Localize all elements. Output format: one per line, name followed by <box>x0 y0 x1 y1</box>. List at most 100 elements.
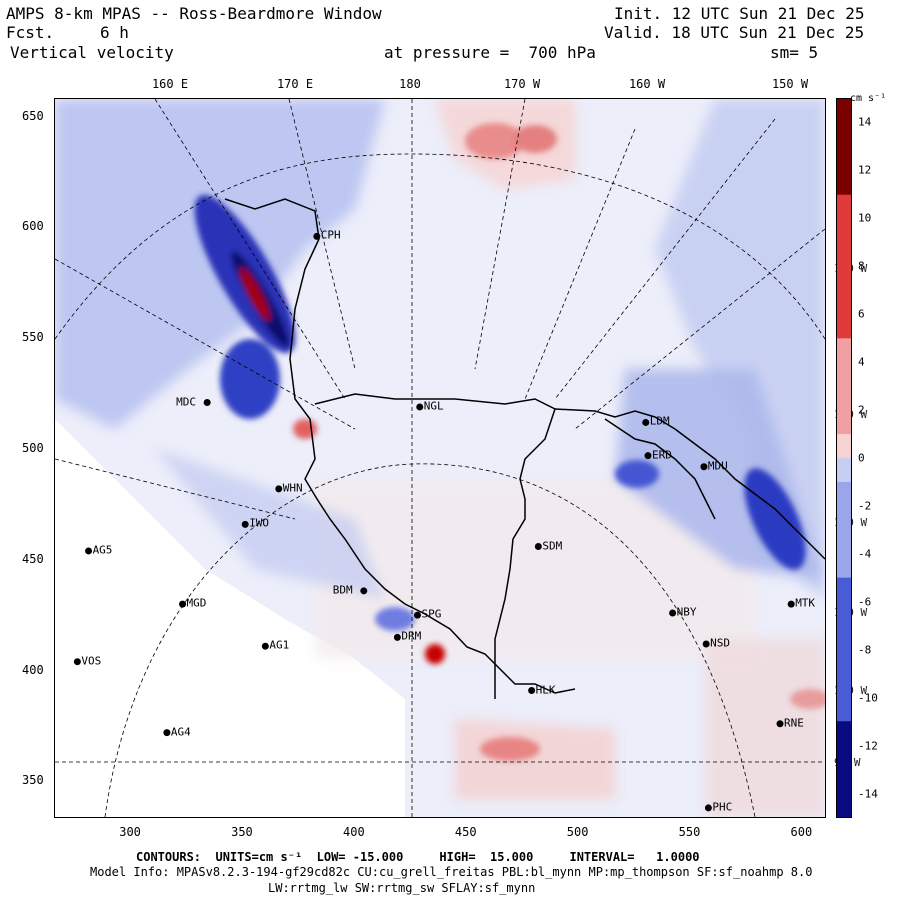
station-dot[interactable] <box>700 463 708 471</box>
station-dot[interactable] <box>203 399 211 407</box>
colorbar-segment <box>837 601 851 627</box>
map-plot[interactable] <box>54 98 826 818</box>
colorbar-segment <box>837 697 851 722</box>
intense-cores <box>194 123 825 761</box>
colorbar-scale <box>837 99 851 817</box>
station-dot[interactable] <box>241 520 249 528</box>
longitude-tick: 170 W <box>503 77 541 91</box>
colorbar-segment <box>837 458 851 483</box>
colorbar <box>836 98 852 818</box>
colorbar-segment <box>837 769 851 794</box>
y-tick: 450 <box>22 551 44 566</box>
station-dot[interactable] <box>776 720 784 728</box>
colorbar-tick: 14 <box>858 115 872 129</box>
station-dot[interactable] <box>261 642 269 650</box>
vertical-velocity-field <box>55 99 825 817</box>
station-label: MDU <box>707 459 728 473</box>
station-dot[interactable] <box>669 609 677 617</box>
colorbar-segment <box>837 529 851 555</box>
station-label: HLK <box>535 683 556 696</box>
x-tick: 600 <box>790 825 813 839</box>
y-tick: 600 <box>22 219 44 234</box>
coastlines <box>224 198 825 699</box>
station-dot[interactable] <box>275 485 283 493</box>
station-dot[interactable] <box>393 633 401 641</box>
station-dot[interactable] <box>787 600 795 608</box>
station-dot[interactable] <box>528 687 536 695</box>
station-label: SPG <box>421 607 442 621</box>
field-name: Vertical velocity <box>10 43 174 62</box>
station-label: ERD <box>651 448 672 462</box>
station-label: BDM <box>332 583 353 597</box>
station-label: NBY <box>676 605 697 619</box>
station-label: MDC <box>176 395 197 408</box>
station-label: MTK <box>795 596 816 610</box>
colorbar-segment <box>837 362 851 387</box>
station-label: LDM <box>649 414 670 428</box>
colorbar-tick: 2 <box>858 403 865 417</box>
x-tick: 550 <box>678 825 701 839</box>
colorbar-segment <box>837 481 851 507</box>
colorbar-segment <box>837 146 851 172</box>
pressure-level: at pressure = 700 hPa <box>384 43 596 62</box>
init-time: Init. 12 UTC Sun 21 Dec 25 <box>614 4 865 23</box>
station-dot[interactable] <box>702 640 710 648</box>
station-dot[interactable] <box>704 804 712 812</box>
x-tick: 450 <box>454 825 477 839</box>
colorbar-segment <box>837 745 851 770</box>
longitude-tick: 150 W <box>771 77 809 91</box>
colorbar-tick: -2 <box>858 499 872 513</box>
colorbar-segment <box>837 218 851 244</box>
physics-info: LW:rrtmg_lw SW:rrtmg_sw SFLAY:sf_mynn <box>268 881 536 895</box>
y-tick: 650 <box>22 108 44 123</box>
station-dot[interactable] <box>85 547 93 555</box>
colorbar-segment <box>837 386 851 411</box>
y-tick: 350 <box>22 773 44 788</box>
station-dot[interactable] <box>414 611 422 619</box>
station-label: AG1 <box>269 638 290 652</box>
station-dot[interactable] <box>73 658 81 666</box>
station-label: SDM <box>542 539 563 552</box>
colorbar-tick: 8 <box>858 259 865 273</box>
x-tick: 400 <box>343 825 365 839</box>
graticule <box>55 99 825 817</box>
x-tick: 350 <box>231 825 253 839</box>
station-dot[interactable] <box>534 543 542 551</box>
station-markers <box>73 232 795 812</box>
y-tick: 400 <box>22 662 44 677</box>
colorbar-segment <box>837 793 851 817</box>
station-label: NSD <box>710 636 731 650</box>
forecast-label: Fcst. <box>6 23 55 42</box>
colorbar-tick: 12 <box>858 163 872 177</box>
station-dot[interactable] <box>642 418 650 426</box>
station-dot[interactable] <box>163 729 171 737</box>
station-dot[interactable] <box>360 587 368 595</box>
x-tick: 500 <box>566 825 589 839</box>
station-dot[interactable] <box>416 403 424 411</box>
model-info: Model Info: MPASv8.2.3-194-gf29cd82c CU:… <box>90 865 813 879</box>
colorbar-segment <box>837 338 851 363</box>
colorbar-segment <box>837 649 851 674</box>
colorbar-segment <box>837 673 851 698</box>
colorbar-segment <box>837 122 851 148</box>
colorbar-segment <box>837 434 851 459</box>
model-title: AMPS 8-km MPAS -- Ross-Beardmore Window <box>6 4 382 23</box>
station-label: VOS <box>81 654 102 668</box>
y-tick: 550 <box>22 330 44 345</box>
colorbar-tick: -14 <box>858 787 878 801</box>
station-dot[interactable] <box>644 452 652 460</box>
longitude-tick: 160 E <box>151 77 189 91</box>
station-dot[interactable] <box>179 600 187 608</box>
station-label: PHC <box>712 800 733 814</box>
colorbar-segment <box>837 505 851 531</box>
station-label: AG4 <box>170 725 191 739</box>
forecast-hour: 6 h <box>100 23 129 42</box>
station-dot[interactable] <box>313 232 321 240</box>
x-tick: 300 <box>119 825 141 839</box>
station-label: CPH <box>320 228 341 242</box>
colorbar-tick: 0 <box>858 451 865 465</box>
y-tick: 500 <box>22 441 44 456</box>
station-label: RNE <box>784 716 804 730</box>
colorbar-tick: -6 <box>858 595 872 609</box>
colorbar-tick: 6 <box>858 307 865 321</box>
